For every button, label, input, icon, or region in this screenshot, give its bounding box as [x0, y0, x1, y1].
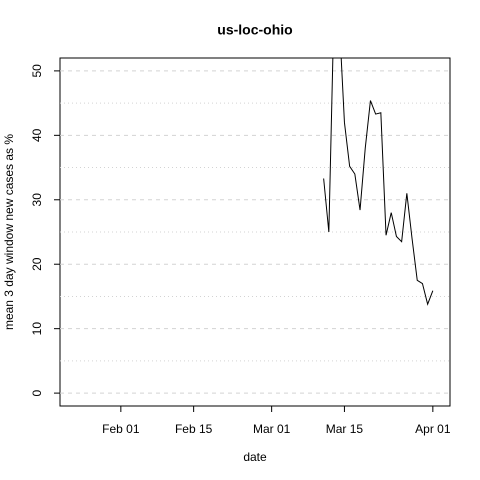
x-tick-label: Mar 15	[326, 422, 364, 436]
x-tick-label: Feb 01	[102, 422, 140, 436]
y-tick-label: 40	[30, 128, 44, 142]
y-axis-label: mean 3 day window new cases as %	[2, 134, 16, 330]
x-tick-label: Mar 01	[253, 422, 291, 436]
data-line	[323, 58, 434, 306]
y-tick-label: 50	[30, 64, 44, 78]
chart-title: us-loc-ohio	[217, 22, 292, 38]
plot-frame	[59, 57, 451, 407]
y-tick-label: 10	[30, 322, 44, 336]
x-axis-label: date	[243, 450, 267, 464]
y-tick-label: 30	[30, 193, 44, 207]
y-tick-label: 0	[30, 389, 44, 396]
x-tick-label: Feb 15	[175, 422, 213, 436]
x-tick-label: Apr 01	[415, 422, 451, 436]
y-tick-label: 20	[30, 257, 44, 271]
